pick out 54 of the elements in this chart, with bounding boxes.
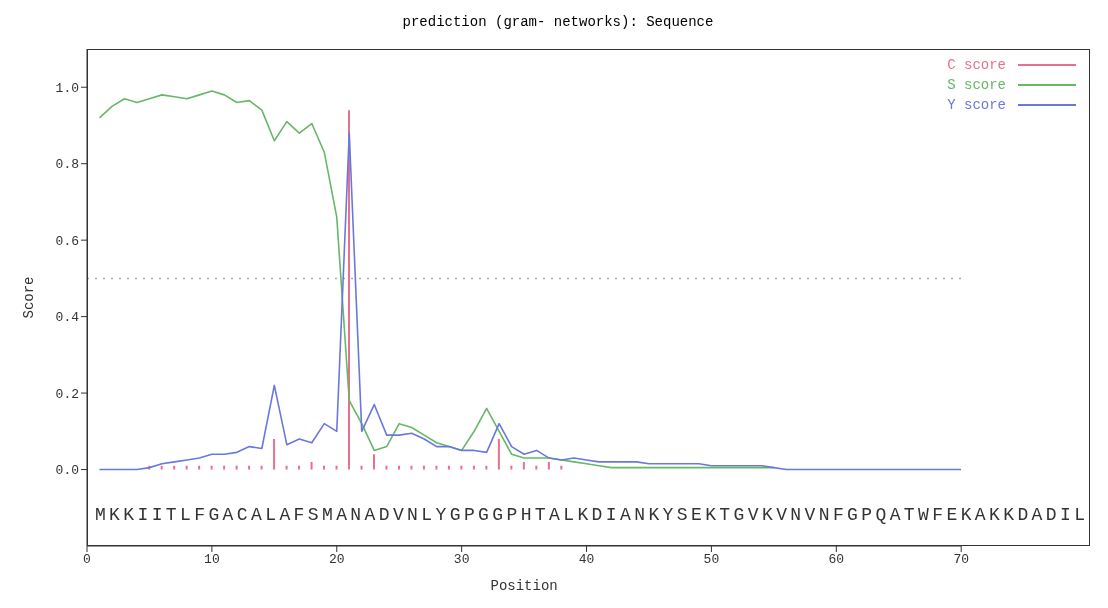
bar <box>298 465 301 470</box>
x-tick-label: 40 <box>578 552 595 568</box>
chart-title: prediction (gram- networks): Sequence <box>401 14 715 30</box>
x-tick-label: 20 <box>328 552 345 568</box>
bar <box>372 454 375 470</box>
bar <box>285 465 288 470</box>
bar <box>385 465 388 470</box>
y-tick-label: 1.0 <box>55 80 79 96</box>
bar <box>160 465 163 470</box>
y-tick-label: 0.4 <box>55 310 80 326</box>
bar <box>460 465 463 470</box>
bar <box>323 465 326 470</box>
bar <box>560 465 563 470</box>
bar <box>273 438 276 470</box>
bar <box>198 465 201 470</box>
bar <box>435 465 438 470</box>
bar <box>510 465 513 470</box>
bar <box>535 465 538 470</box>
legend-label: C score <box>947 56 1006 75</box>
bar <box>410 465 413 470</box>
y-tick-label: 0.6 <box>55 233 79 249</box>
bar <box>472 465 475 470</box>
x-axis-title: Position <box>490 577 558 594</box>
bar <box>522 461 525 470</box>
x-tick-label: 50 <box>703 552 720 568</box>
bar <box>235 465 238 470</box>
bar <box>447 465 450 470</box>
y-axis-title: Score <box>20 276 37 319</box>
bar <box>335 465 338 470</box>
bar <box>422 465 425 470</box>
y-tick-label: 0.8 <box>55 157 79 173</box>
line-series <box>98 132 962 471</box>
x-tick-label: 10 <box>204 552 220 568</box>
bar <box>260 465 263 470</box>
bar <box>173 465 176 470</box>
legend-label: Y score <box>947 96 1006 115</box>
bar <box>360 465 363 470</box>
bar <box>210 465 213 470</box>
x-tick-label: 0 <box>83 552 91 568</box>
legend-label: S score <box>947 76 1006 95</box>
bar <box>248 465 251 470</box>
x-tick-label: 30 <box>453 552 470 568</box>
bar <box>223 465 226 470</box>
bar <box>397 465 400 470</box>
annotation: MKKIITLFGACALAFSMANADVNLYGPGGPHTALKDIANKYSEKTGVKVNVNFGPQATWFEKAKKDADIL <box>94 505 1085 526</box>
y-tick-label: 0.0 <box>55 463 79 479</box>
x-tick-label: 60 <box>828 552 845 568</box>
bar <box>497 438 500 470</box>
bar <box>310 461 313 470</box>
bar <box>185 465 188 470</box>
bar <box>485 465 488 470</box>
bar <box>547 461 550 470</box>
x-tick-label: 70 <box>953 552 969 568</box>
y-tick-label: 0.2 <box>55 386 79 402</box>
